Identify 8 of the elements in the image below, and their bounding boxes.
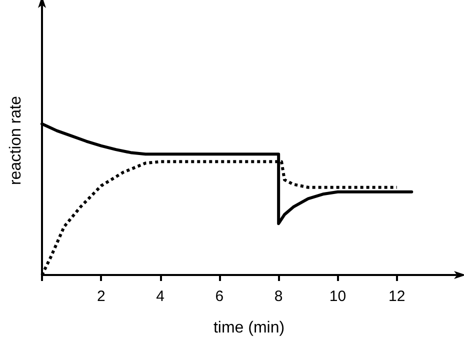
x-tick-label: 6 [215,288,224,305]
x-axis-title: time (min) [213,320,285,336]
y-axis-title: reaction rate [8,96,24,185]
x-tick-label: 4 [156,288,164,305]
x-tick-label: 2 [96,288,106,305]
x-tick-label: 12 [388,288,406,305]
x-tick-label: 10 [329,288,346,305]
x-tick-label: 8 [274,288,283,305]
